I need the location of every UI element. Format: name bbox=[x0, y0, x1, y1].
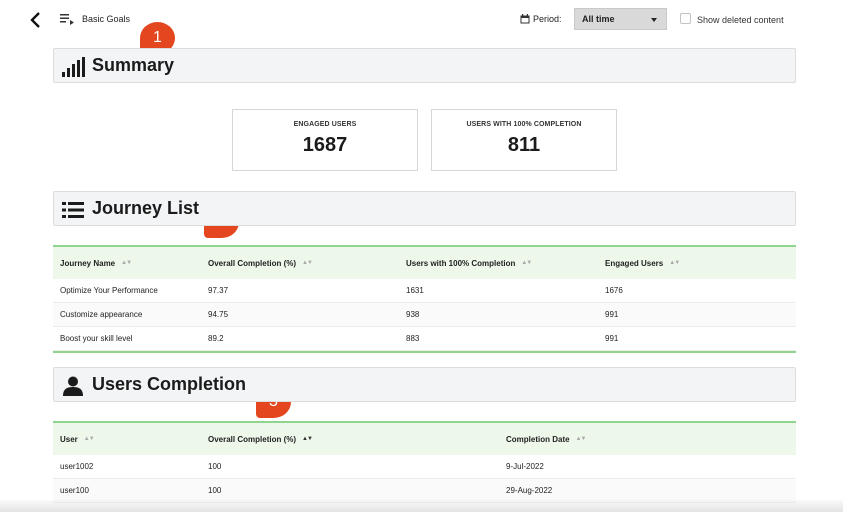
card-label: ENGAGED USERS bbox=[293, 121, 357, 128]
user-icon bbox=[63, 376, 83, 396]
cell-engaged-users: 991 bbox=[605, 334, 619, 343]
users-completion-section-header: Users Completion bbox=[53, 367, 796, 402]
sort-desc-icon[interactable]: ▲▼ bbox=[302, 436, 313, 442]
cell-user: user1002 bbox=[60, 462, 94, 471]
users-completion-title: Users Completion bbox=[92, 374, 247, 394]
card-label: USERS WITH 100% COMPLETION bbox=[466, 121, 582, 128]
cell-journey-name: Customize appearance bbox=[60, 310, 143, 319]
bottom-fade bbox=[0, 500, 843, 512]
table-row[interactable]: Customize appearance 94.75 938 991 bbox=[53, 303, 796, 327]
cell-engaged-users: 991 bbox=[605, 310, 619, 319]
sort-icon[interactable]: ▲▼ bbox=[521, 260, 532, 266]
column-header-users-completion[interactable]: Users with 100% Completion ▲▼ bbox=[406, 258, 532, 268]
sort-icon[interactable]: ▲▼ bbox=[669, 260, 680, 266]
column-header-completion-date[interactable]: Completion Date ▲▼ bbox=[506, 434, 587, 444]
sort-icon[interactable]: ▲▼ bbox=[575, 436, 587, 442]
cell-users-completion: 1631 bbox=[406, 286, 424, 295]
card-value: 811 bbox=[507, 134, 541, 156]
sort-icon[interactable]: ▲▼ bbox=[121, 260, 132, 266]
list-icon bbox=[62, 202, 84, 218]
table-row[interactable]: Optimize Your Performance 97.37 1631 167… bbox=[53, 279, 796, 303]
card-value: 1687 bbox=[302, 134, 348, 156]
caret-down-icon bbox=[651, 18, 657, 22]
cell-overall-completion: 89.2 bbox=[208, 334, 224, 343]
users-completion-table: User ▲▼ Overall Completion (%) ▲▼ Completi… bbox=[53, 421, 796, 503]
journey-table: Journey Name ▲▼ Overall Completion (%) ▲▼ … bbox=[53, 245, 796, 353]
cell-engaged-users: 1676 bbox=[605, 286, 623, 295]
cell-users-completion: 938 bbox=[406, 310, 420, 319]
cell-overall-completion: 100 bbox=[208, 462, 222, 471]
cell-overall-completion: 94.75 bbox=[208, 310, 229, 319]
cell-user: user100 bbox=[60, 486, 89, 495]
calendar-icon bbox=[520, 14, 530, 24]
period-select[interactable]: All time bbox=[574, 8, 667, 30]
period-label: Period: bbox=[533, 14, 562, 24]
show-deleted-checkbox[interactable] bbox=[680, 13, 691, 24]
table-header: Journey Name ▲▼ Overall Completion (%) ▲▼ … bbox=[53, 247, 796, 279]
sort-icon[interactable]: ▲▼ bbox=[302, 260, 313, 266]
column-header-user[interactable]: User ▲▼ bbox=[60, 434, 95, 444]
column-header-journey-name[interactable]: Journey Name ▲▼ bbox=[60, 258, 132, 268]
sort-icon[interactable]: ▲▼ bbox=[83, 436, 95, 442]
playlist-icon bbox=[60, 14, 74, 25]
cell-overall-completion: 97.37 bbox=[208, 286, 229, 295]
cell-journey-name: Boost your skill level bbox=[60, 334, 133, 343]
column-header-engaged-users[interactable]: Engaged Users ▲▼ bbox=[605, 258, 680, 268]
engaged-users-card: ENGAGED USERS 1687 bbox=[232, 109, 418, 171]
cell-journey-name: Optimize Your Performance bbox=[60, 286, 158, 295]
table-row[interactable]: user1002 100 9-Jul-2022 bbox=[53, 455, 796, 479]
cell-completion-date: 9-Jul-2022 bbox=[506, 462, 544, 471]
table-header: User ▲▼ Overall Completion (%) ▲▼ Completi… bbox=[53, 423, 796, 455]
summary-title: Summary bbox=[92, 55, 175, 75]
summary-section-header: Summary bbox=[53, 48, 796, 83]
completion-users-card: USERS WITH 100% COMPLETION 811 bbox=[431, 109, 617, 171]
table-row[interactable]: Boost your skill level 89.2 883 991 bbox=[53, 327, 796, 351]
journey-list-title: Journey List bbox=[92, 198, 200, 218]
cell-users-completion: 883 bbox=[406, 334, 420, 343]
column-header-overall-completion[interactable]: Overall Completion (%) ▲▼ bbox=[208, 258, 313, 268]
cell-completion-date: 29-Aug-2022 bbox=[506, 486, 553, 495]
back-arrow-icon[interactable] bbox=[28, 10, 44, 30]
signal-bars-icon bbox=[62, 57, 85, 77]
cell-overall-completion: 100 bbox=[208, 486, 222, 495]
breadcrumb[interactable]: Basic Goals bbox=[82, 14, 131, 24]
period-select-value: All time bbox=[582, 14, 615, 24]
top-bar: Basic Goals Period: All time Show delete… bbox=[0, 0, 843, 40]
column-header-overall-completion[interactable]: Overall Completion (%) ▲▼ bbox=[208, 434, 313, 444]
journey-list-section-header: Journey List bbox=[53, 191, 796, 226]
show-deleted-label: Show deleted content bbox=[697, 15, 784, 25]
